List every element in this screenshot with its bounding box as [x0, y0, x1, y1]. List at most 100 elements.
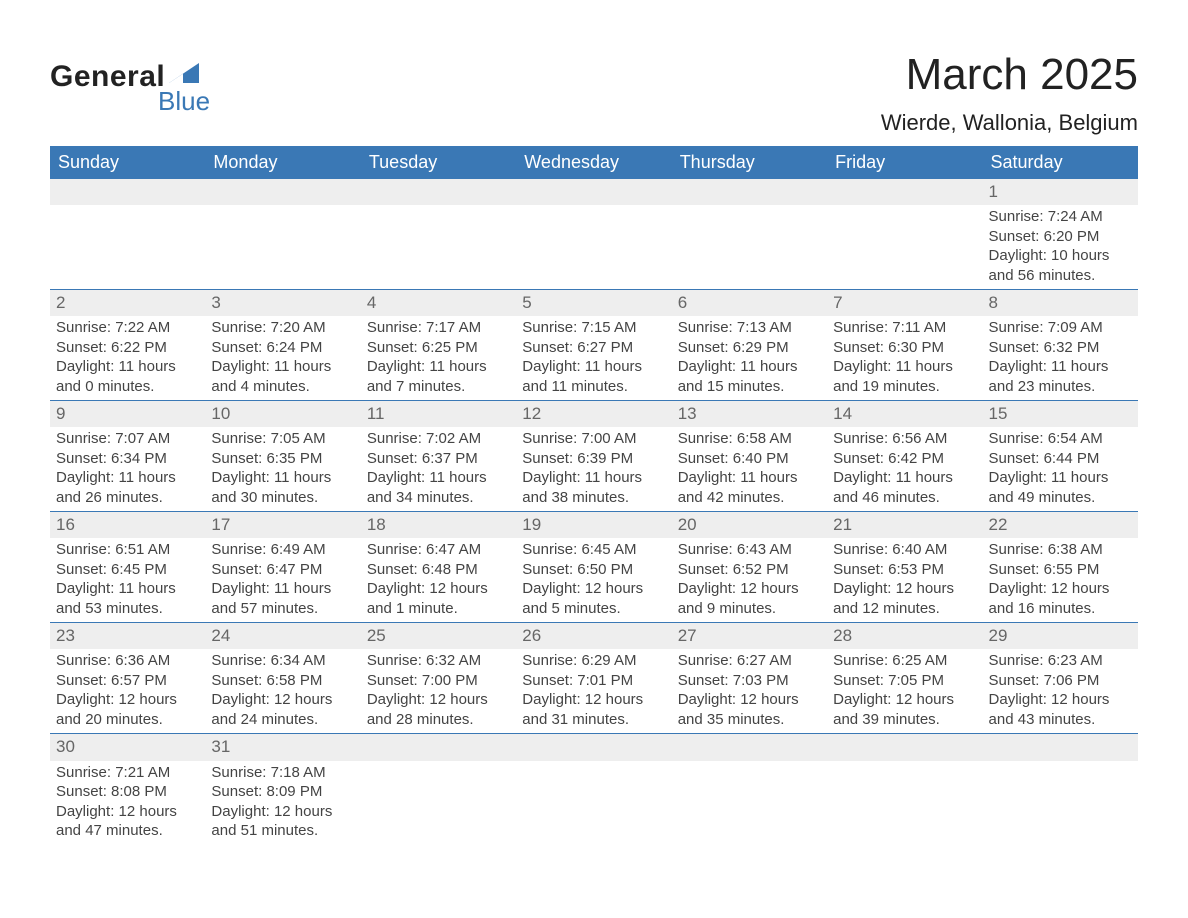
sunrise-line: Sunrise: 7:09 AM	[989, 318, 1132, 338]
day-number: 8	[983, 290, 1138, 316]
day-content: Sunrise: 7:21 AMSunset: 8:08 PMDaylight:…	[50, 761, 205, 845]
daylight-line: Daylight: 12 hours and 51 minutes.	[211, 802, 354, 841]
calendar-cell	[827, 179, 982, 290]
daylight-line: Daylight: 11 hours and 23 minutes.	[989, 357, 1132, 396]
sunset-line: Sunset: 6:25 PM	[367, 338, 510, 358]
sunrise-line: Sunrise: 6:49 AM	[211, 540, 354, 560]
day-number	[983, 734, 1138, 760]
weekday-header-row: SundayMondayTuesdayWednesdayThursdayFrid…	[50, 146, 1138, 179]
sunset-line: Sunset: 6:44 PM	[989, 449, 1132, 469]
day-content: Sunrise: 7:18 AMSunset: 8:09 PMDaylight:…	[205, 761, 360, 845]
day-content: Sunrise: 7:05 AMSunset: 6:35 PMDaylight:…	[205, 427, 360, 511]
sunset-line: Sunset: 6:52 PM	[678, 560, 821, 580]
daylight-line: Daylight: 12 hours and 16 minutes.	[989, 579, 1132, 618]
day-number: 10	[205, 401, 360, 427]
daylight-line: Daylight: 12 hours and 24 minutes.	[211, 690, 354, 729]
day-number: 16	[50, 512, 205, 538]
sunrise-line: Sunrise: 6:43 AM	[678, 540, 821, 560]
sunrise-line: Sunrise: 7:17 AM	[367, 318, 510, 338]
brand-logo: General Blue	[50, 60, 210, 117]
sunrise-line: Sunrise: 7:13 AM	[678, 318, 821, 338]
sunrise-line: Sunrise: 6:29 AM	[522, 651, 665, 671]
sunrise-line: Sunrise: 7:15 AM	[522, 318, 665, 338]
day-number	[205, 179, 360, 205]
sunrise-line: Sunrise: 6:51 AM	[56, 540, 199, 560]
sunset-line: Sunset: 8:09 PM	[211, 782, 354, 802]
daylight-line: Daylight: 11 hours and 38 minutes.	[522, 468, 665, 507]
daylight-line: Daylight: 11 hours and 53 minutes.	[56, 579, 199, 618]
day-content: Sunrise: 6:51 AMSunset: 6:45 PMDaylight:…	[50, 538, 205, 622]
day-number: 13	[672, 401, 827, 427]
day-content: Sunrise: 7:00 AMSunset: 6:39 PMDaylight:…	[516, 427, 671, 511]
sunrise-line: Sunrise: 6:56 AM	[833, 429, 976, 449]
day-number: 15	[983, 401, 1138, 427]
sunrise-line: Sunrise: 6:47 AM	[367, 540, 510, 560]
calendar-cell: 22Sunrise: 6:38 AMSunset: 6:55 PMDayligh…	[983, 512, 1138, 623]
day-content: Sunrise: 7:09 AMSunset: 6:32 PMDaylight:…	[983, 316, 1138, 400]
day-number: 14	[827, 401, 982, 427]
brand-name-main: General	[50, 60, 165, 94]
page-title: March 2025	[881, 50, 1138, 100]
sunrise-line: Sunrise: 7:18 AM	[211, 763, 354, 783]
sunset-line: Sunset: 7:06 PM	[989, 671, 1132, 691]
calendar-cell: 9Sunrise: 7:07 AMSunset: 6:34 PMDaylight…	[50, 401, 205, 512]
calendar-cell: 12Sunrise: 7:00 AMSunset: 6:39 PMDayligh…	[516, 401, 671, 512]
day-number: 22	[983, 512, 1138, 538]
day-content: Sunrise: 6:58 AMSunset: 6:40 PMDaylight:…	[672, 427, 827, 511]
sunset-line: Sunset: 6:39 PM	[522, 449, 665, 469]
calendar-cell	[827, 734, 982, 845]
day-content: Sunrise: 6:56 AMSunset: 6:42 PMDaylight:…	[827, 427, 982, 511]
day-content: Sunrise: 7:02 AMSunset: 6:37 PMDaylight:…	[361, 427, 516, 511]
daylight-line: Daylight: 12 hours and 35 minutes.	[678, 690, 821, 729]
location-subtitle: Wierde, Wallonia, Belgium	[881, 110, 1138, 136]
daylight-line: Daylight: 11 hours and 34 minutes.	[367, 468, 510, 507]
calendar-cell: 18Sunrise: 6:47 AMSunset: 6:48 PMDayligh…	[361, 512, 516, 623]
daylight-line: Daylight: 11 hours and 11 minutes.	[522, 357, 665, 396]
calendar-cell: 31Sunrise: 7:18 AMSunset: 8:09 PMDayligh…	[205, 734, 360, 845]
sunrise-line: Sunrise: 6:34 AM	[211, 651, 354, 671]
sunset-line: Sunset: 7:00 PM	[367, 671, 510, 691]
calendar-week-row: 2Sunrise: 7:22 AMSunset: 6:22 PMDaylight…	[50, 290, 1138, 401]
day-number: 2	[50, 290, 205, 316]
day-number: 11	[361, 401, 516, 427]
weekday-header: Friday	[827, 146, 982, 179]
day-number: 27	[672, 623, 827, 649]
sunrise-line: Sunrise: 6:58 AM	[678, 429, 821, 449]
calendar-cell: 3Sunrise: 7:20 AMSunset: 6:24 PMDaylight…	[205, 290, 360, 401]
daylight-line: Daylight: 11 hours and 57 minutes.	[211, 579, 354, 618]
calendar-cell: 7Sunrise: 7:11 AMSunset: 6:30 PMDaylight…	[827, 290, 982, 401]
day-content: Sunrise: 6:54 AMSunset: 6:44 PMDaylight:…	[983, 427, 1138, 511]
calendar-cell: 21Sunrise: 6:40 AMSunset: 6:53 PMDayligh…	[827, 512, 982, 623]
day-content	[516, 205, 671, 211]
calendar-cell: 16Sunrise: 6:51 AMSunset: 6:45 PMDayligh…	[50, 512, 205, 623]
day-content: Sunrise: 6:45 AMSunset: 6:50 PMDaylight:…	[516, 538, 671, 622]
calendar-cell: 29Sunrise: 6:23 AMSunset: 7:06 PMDayligh…	[983, 623, 1138, 734]
day-number	[516, 734, 671, 760]
calendar-cell: 23Sunrise: 6:36 AMSunset: 6:57 PMDayligh…	[50, 623, 205, 734]
sunset-line: Sunset: 6:58 PM	[211, 671, 354, 691]
calendar-cell: 30Sunrise: 7:21 AMSunset: 8:08 PMDayligh…	[50, 734, 205, 845]
calendar-cell: 26Sunrise: 6:29 AMSunset: 7:01 PMDayligh…	[516, 623, 671, 734]
sunset-line: Sunset: 6:22 PM	[56, 338, 199, 358]
sunrise-line: Sunrise: 6:27 AM	[678, 651, 821, 671]
daylight-line: Daylight: 12 hours and 43 minutes.	[989, 690, 1132, 729]
calendar-cell	[516, 179, 671, 290]
weekday-header: Wednesday	[516, 146, 671, 179]
day-content	[205, 205, 360, 211]
day-content: Sunrise: 7:15 AMSunset: 6:27 PMDaylight:…	[516, 316, 671, 400]
sunset-line: Sunset: 6:48 PM	[367, 560, 510, 580]
daylight-line: Daylight: 10 hours and 56 minutes.	[989, 246, 1132, 285]
calendar-cell: 4Sunrise: 7:17 AMSunset: 6:25 PMDaylight…	[361, 290, 516, 401]
title-block: March 2025 Wierde, Wallonia, Belgium	[881, 50, 1138, 136]
sunrise-line: Sunrise: 6:40 AM	[833, 540, 976, 560]
daylight-line: Daylight: 12 hours and 20 minutes.	[56, 690, 199, 729]
calendar-week-row: 1Sunrise: 7:24 AMSunset: 6:20 PMDaylight…	[50, 179, 1138, 290]
sunset-line: Sunset: 6:27 PM	[522, 338, 665, 358]
day-number: 1	[983, 179, 1138, 205]
day-number: 17	[205, 512, 360, 538]
calendar-cell: 17Sunrise: 6:49 AMSunset: 6:47 PMDayligh…	[205, 512, 360, 623]
sunset-line: Sunset: 6:50 PM	[522, 560, 665, 580]
day-content: Sunrise: 7:13 AMSunset: 6:29 PMDaylight:…	[672, 316, 827, 400]
day-content: Sunrise: 6:36 AMSunset: 6:57 PMDaylight:…	[50, 649, 205, 733]
calendar-cell: 24Sunrise: 6:34 AMSunset: 6:58 PMDayligh…	[205, 623, 360, 734]
